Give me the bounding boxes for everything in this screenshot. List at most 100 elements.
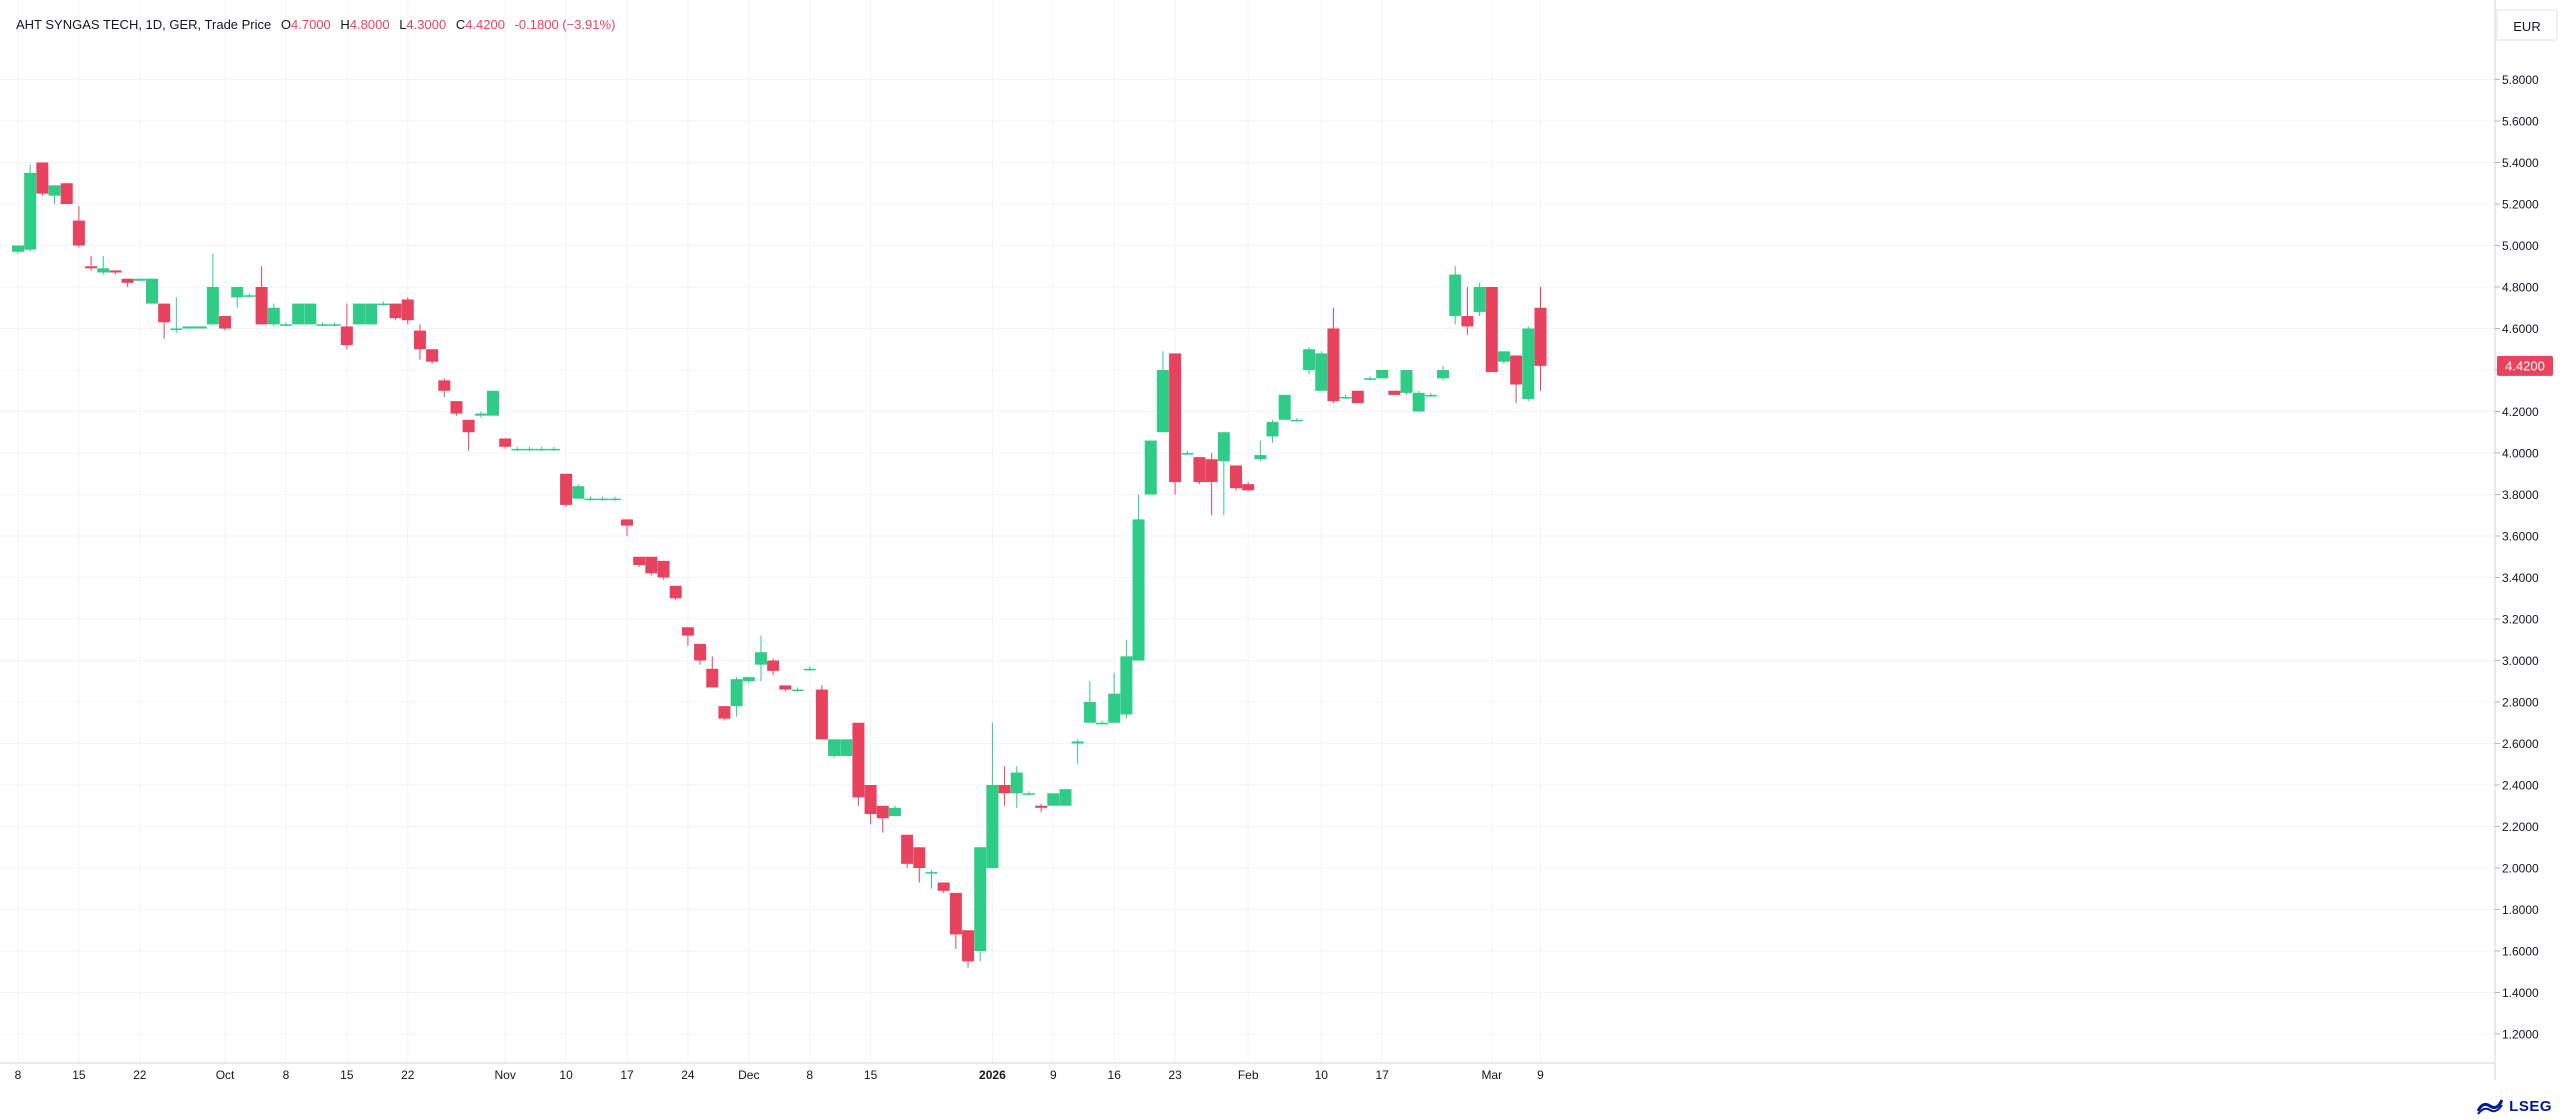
candle-body xyxy=(267,307,280,325)
candle-body xyxy=(1156,370,1169,433)
candle-body xyxy=(1144,440,1157,495)
candle-body xyxy=(426,349,439,362)
y-tick-label: 4.0000 xyxy=(2502,447,2539,461)
candle-body xyxy=(949,892,962,935)
candle-body xyxy=(72,220,85,246)
candle-body xyxy=(1205,459,1218,483)
y-tick-label: 3.4000 xyxy=(2502,571,2539,585)
x-tick-label: Dec xyxy=(738,1068,759,1082)
candle-body xyxy=(767,660,780,671)
x-tick-label: Mar xyxy=(1481,1068,1502,1082)
candle-body xyxy=(450,401,463,414)
x-tick-label: 17 xyxy=(1375,1068,1389,1082)
x-tick-label: Feb xyxy=(1238,1068,1259,1082)
candle-body xyxy=(133,278,146,281)
candle-body xyxy=(316,324,329,326)
x-tick-label: 22 xyxy=(401,1068,415,1082)
candle-body xyxy=(1303,349,1316,370)
y-tick-label: 5.8000 xyxy=(2502,73,2539,87)
brand-logo[interactable]: LSEG xyxy=(2477,1097,2552,1115)
last-price-text: 4.4200 xyxy=(2505,358,2545,373)
candle-body xyxy=(1193,457,1206,483)
candle-body xyxy=(645,556,658,574)
time-axis[interactable]: 8 15 22 Oct 8 15 22 Nov 10 17 24 Dec 8 15 2026 9 16 23 Feb… xyxy=(15,1068,1545,1082)
candle-body xyxy=(1510,355,1523,385)
price-axis[interactable]: 5.8000 5.6000 5.4000 5.2000 5.0000 4.8000 4.60… xyxy=(2495,73,2539,1042)
candle-body xyxy=(1132,519,1145,661)
y-tick-label: 5.2000 xyxy=(2502,198,2539,212)
candle-body xyxy=(487,390,500,416)
y-tick-label: 1.2000 xyxy=(2502,1028,2539,1042)
candle-body xyxy=(1461,316,1474,327)
candle-body xyxy=(60,183,73,204)
y-tick-label: 3.6000 xyxy=(2502,530,2539,544)
x-tick-label: 22 xyxy=(133,1068,147,1082)
candle-body xyxy=(1437,370,1450,379)
x-tick-label: 8 xyxy=(15,1068,22,1082)
y-tick-label: 1.4000 xyxy=(2502,986,2539,1000)
currency-label: EUR xyxy=(2513,19,2540,34)
candle-body xyxy=(937,882,950,891)
chart-legend: AHT SYNGAS TECH, 1D, GER, Trade Price O4… xyxy=(16,17,621,32)
candle-body xyxy=(1449,274,1462,317)
candle-body xyxy=(353,303,366,325)
x-tick-label: 8 xyxy=(283,1068,290,1082)
x-tick-label: 15 xyxy=(864,1068,878,1082)
y-tick-label: 3.0000 xyxy=(2502,654,2539,668)
candle-body xyxy=(1010,772,1023,794)
x-tick-label: 2026 xyxy=(979,1068,1006,1082)
candles xyxy=(12,162,1547,968)
candle-body xyxy=(657,560,670,578)
candle-body xyxy=(779,685,792,690)
candle-body xyxy=(815,689,828,740)
candle-body xyxy=(791,689,804,692)
candle-body xyxy=(1108,693,1121,723)
candle-body xyxy=(24,172,37,250)
x-tick-label: 8 xyxy=(806,1068,813,1082)
high-value: 4.8000 xyxy=(349,17,390,32)
candle-body xyxy=(1242,484,1255,491)
candle-body xyxy=(1230,465,1242,489)
lseg-logo-icon xyxy=(2477,1099,2504,1115)
candle-body xyxy=(621,519,633,526)
candle-body xyxy=(1071,741,1084,744)
candle-body xyxy=(876,805,889,819)
candle-body xyxy=(48,185,61,196)
candle-body xyxy=(828,739,841,756)
candle-body xyxy=(1047,793,1060,806)
candle-body xyxy=(962,930,975,962)
candle-body xyxy=(1254,455,1267,460)
candle-body xyxy=(864,785,877,815)
candle-body xyxy=(730,679,743,707)
y-tick-label: 5.6000 xyxy=(2502,115,2539,129)
y-tick-label: 4.8000 xyxy=(2502,281,2539,295)
candle-body xyxy=(243,295,256,297)
candle-body xyxy=(462,419,475,433)
candle-body xyxy=(840,739,853,756)
candle-body xyxy=(145,278,158,304)
candle-body xyxy=(1388,390,1401,395)
candle-body xyxy=(974,847,987,951)
candle-body xyxy=(97,268,110,273)
candle-body xyxy=(1217,432,1230,462)
y-tick-label: 5.4000 xyxy=(2502,156,2539,170)
candle-body xyxy=(499,438,512,447)
candle-body xyxy=(231,287,244,298)
candle-body xyxy=(913,847,926,868)
candle-body xyxy=(986,785,999,868)
x-tick-label: 16 xyxy=(1108,1068,1122,1082)
x-tick-label: 15 xyxy=(340,1068,354,1082)
candle-body xyxy=(1315,353,1328,391)
candle-body xyxy=(572,486,585,499)
open-label: O xyxy=(280,17,292,32)
x-tick-label: 15 xyxy=(72,1068,86,1082)
candle-body xyxy=(194,326,207,329)
candle-body xyxy=(754,652,767,665)
candle-body xyxy=(1327,328,1340,402)
candle-body xyxy=(1181,453,1194,455)
candle-body xyxy=(1096,722,1109,725)
candle-body xyxy=(901,834,914,864)
candle-body xyxy=(401,299,414,321)
low-label: L xyxy=(399,17,407,32)
